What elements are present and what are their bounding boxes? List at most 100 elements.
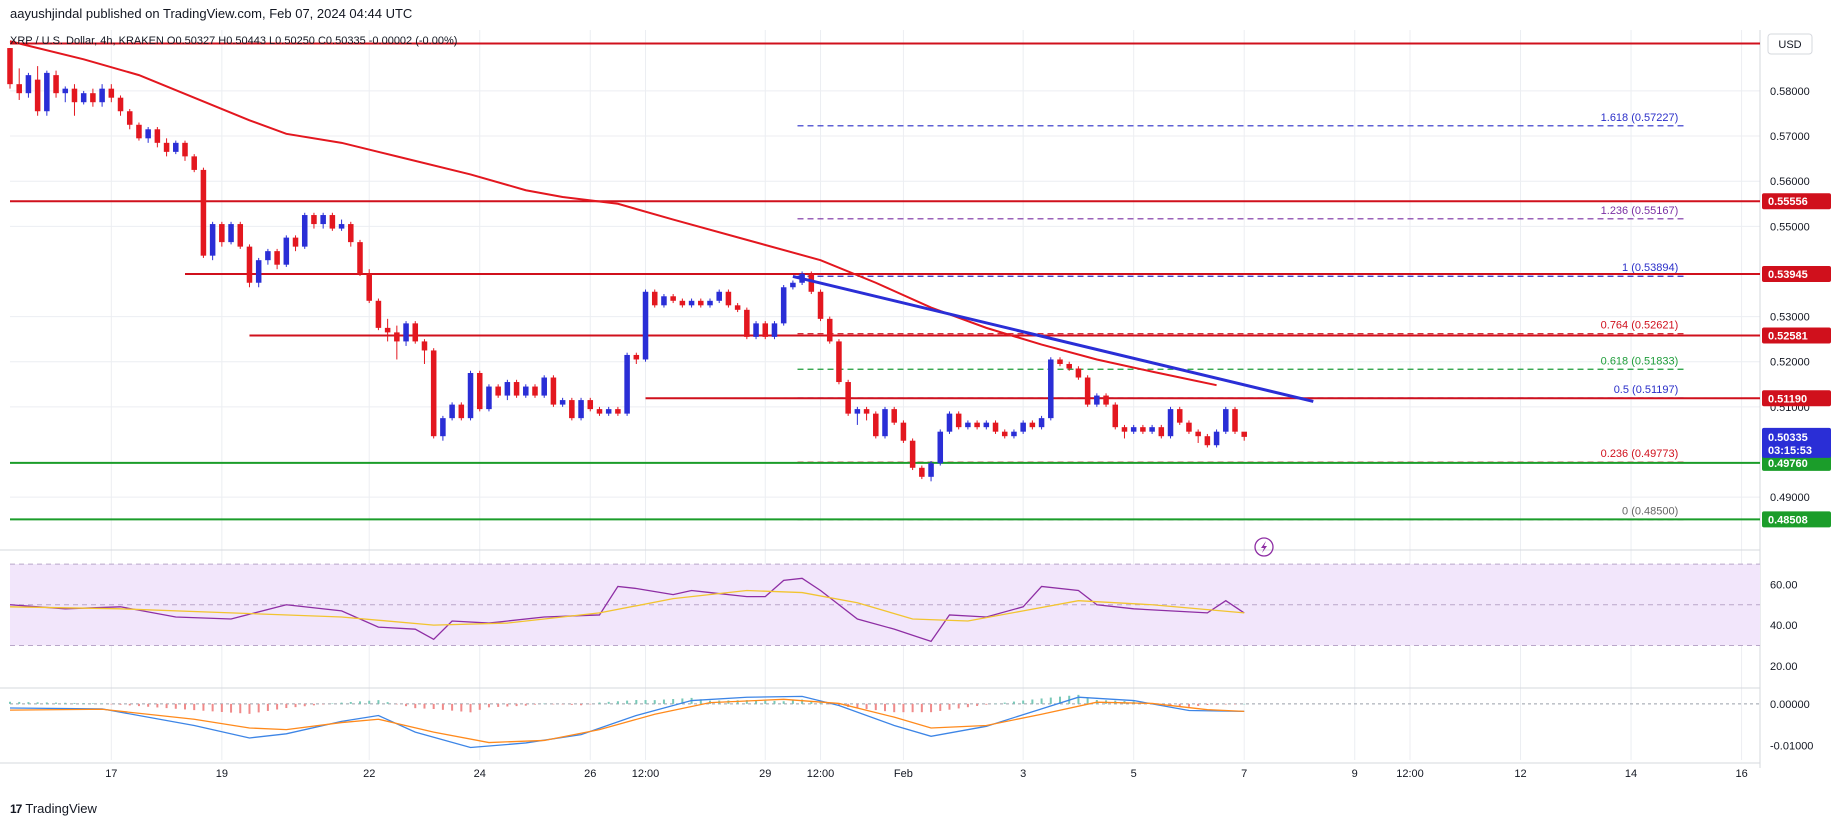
macd-histogram-bar [359,701,361,704]
rsi-tick-label: 60.00 [1770,579,1798,591]
macd-histogram-bar [672,699,675,704]
candle-body [246,246,253,283]
fib-level-label: 1 (0.53894) [1622,262,1678,274]
candle-body [587,400,594,410]
candle-body [53,75,59,94]
candle-body [476,373,483,410]
macd-histogram-bar [276,703,279,710]
candle-body [624,354,630,414]
macd-histogram-bar [506,703,509,707]
price-tick-label: 0.56000 [1770,176,1810,188]
candle-body [826,318,833,342]
macd-histogram-bar [1243,703,1246,705]
countdown-label: 03:15:53 [1768,445,1812,457]
candle-body [403,323,409,342]
current-price-label: 0.50335 [1768,432,1808,444]
rsi-tick-label: 40.00 [1770,620,1798,632]
candle-body [173,142,179,152]
macd-histogram-bar [285,703,288,709]
macd-histogram-bar [515,703,518,707]
candle-body [421,341,428,351]
price-badge [1762,390,1831,407]
candle-body [62,88,69,94]
price-badge-label: 0.52581 [1768,331,1808,343]
price-tick-label: 0.57000 [1770,131,1810,143]
currency-box [1767,33,1813,55]
candle-body [34,79,41,112]
macd-histogram-bar [294,703,297,708]
tradingview-icon: 17 [10,801,22,816]
candle-body [734,305,741,310]
macd-histogram-bar [911,703,914,713]
time-tick-label: 29 [759,768,771,780]
candle-body [1057,359,1063,364]
candle-body [863,409,870,414]
candle-body [486,386,492,410]
candle-body [329,215,336,229]
candle-body [615,409,621,414]
macd-histogram-bar [239,703,242,714]
candle-body [1167,409,1174,437]
candle-body [550,377,557,405]
candle-body [301,215,308,247]
fib-level-label: 0.236 (0.49773) [1601,448,1679,460]
candle-body [937,431,944,464]
macd-histogram-bar [801,699,804,704]
macd-histogram-bar [1206,703,1209,705]
time-tick-label: 24 [474,768,486,780]
macd-histogram-bar [939,703,942,711]
time-tick-label: 7 [1241,768,1247,780]
macd-histogram-bar [1077,694,1080,704]
candle-body [136,124,142,139]
horizontal-levels [10,42,1760,521]
candle-body [440,418,446,437]
time-tick-label: 16 [1735,768,1747,780]
candle-body [99,88,105,103]
legend: XRP / U.S. Dollar, 4h, KRAKEN O0.50327 H… [10,35,457,47]
macd-histogram-bar [626,700,629,704]
macd-histogram-bar [451,703,454,711]
macd-histogram-bar [331,703,334,705]
macd-histogram-bar [755,700,758,704]
macd-histogram-bar [147,703,150,707]
time-tick-label: 12:00 [807,768,835,780]
macd-histogram-bar [598,702,601,704]
macd-histogram-bar [644,700,647,704]
macd-histogram-bar [681,698,684,704]
candle-body [504,382,511,396]
macd-histogram-bar [9,701,11,704]
time-tick-label: 22 [363,768,375,780]
price-badge-label: 0.55556 [1768,196,1808,208]
macd-histogram-bar [349,701,352,704]
macd-histogram-bar [948,703,951,710]
candle-body [283,237,290,265]
fib-level-label: 0.764 (0.52621) [1601,320,1679,332]
tradingview-logo[interactable]: 17 TradingView [10,801,97,816]
macd-histogram-bar [561,703,564,705]
candle-body [744,309,750,337]
macd-histogram-bar [487,703,490,708]
candle-body [780,287,787,324]
macd-histogram-bar [524,703,527,706]
candle-body [909,440,916,468]
current-price-badge [1762,427,1831,458]
price-badge [1762,265,1831,282]
macd-histogram-bar [1169,703,1172,706]
macd-histogram-bar [469,703,472,713]
candle-body [265,251,271,261]
signal-line [9,698,1245,744]
macd-histogram-bar [377,700,380,704]
macd-histogram-bar [441,703,444,710]
macd-histogram-bar [920,703,923,713]
candle-body [559,400,566,405]
candle-body [16,84,22,94]
candle-body [670,296,676,301]
candles [7,48,1247,482]
candle-body [882,409,888,437]
candle-body [1103,395,1109,405]
macd-histogram-bar [966,703,969,708]
candle-body [817,291,824,319]
macd-histogram-bar [773,700,776,704]
macd-histogram-bar [699,699,702,704]
